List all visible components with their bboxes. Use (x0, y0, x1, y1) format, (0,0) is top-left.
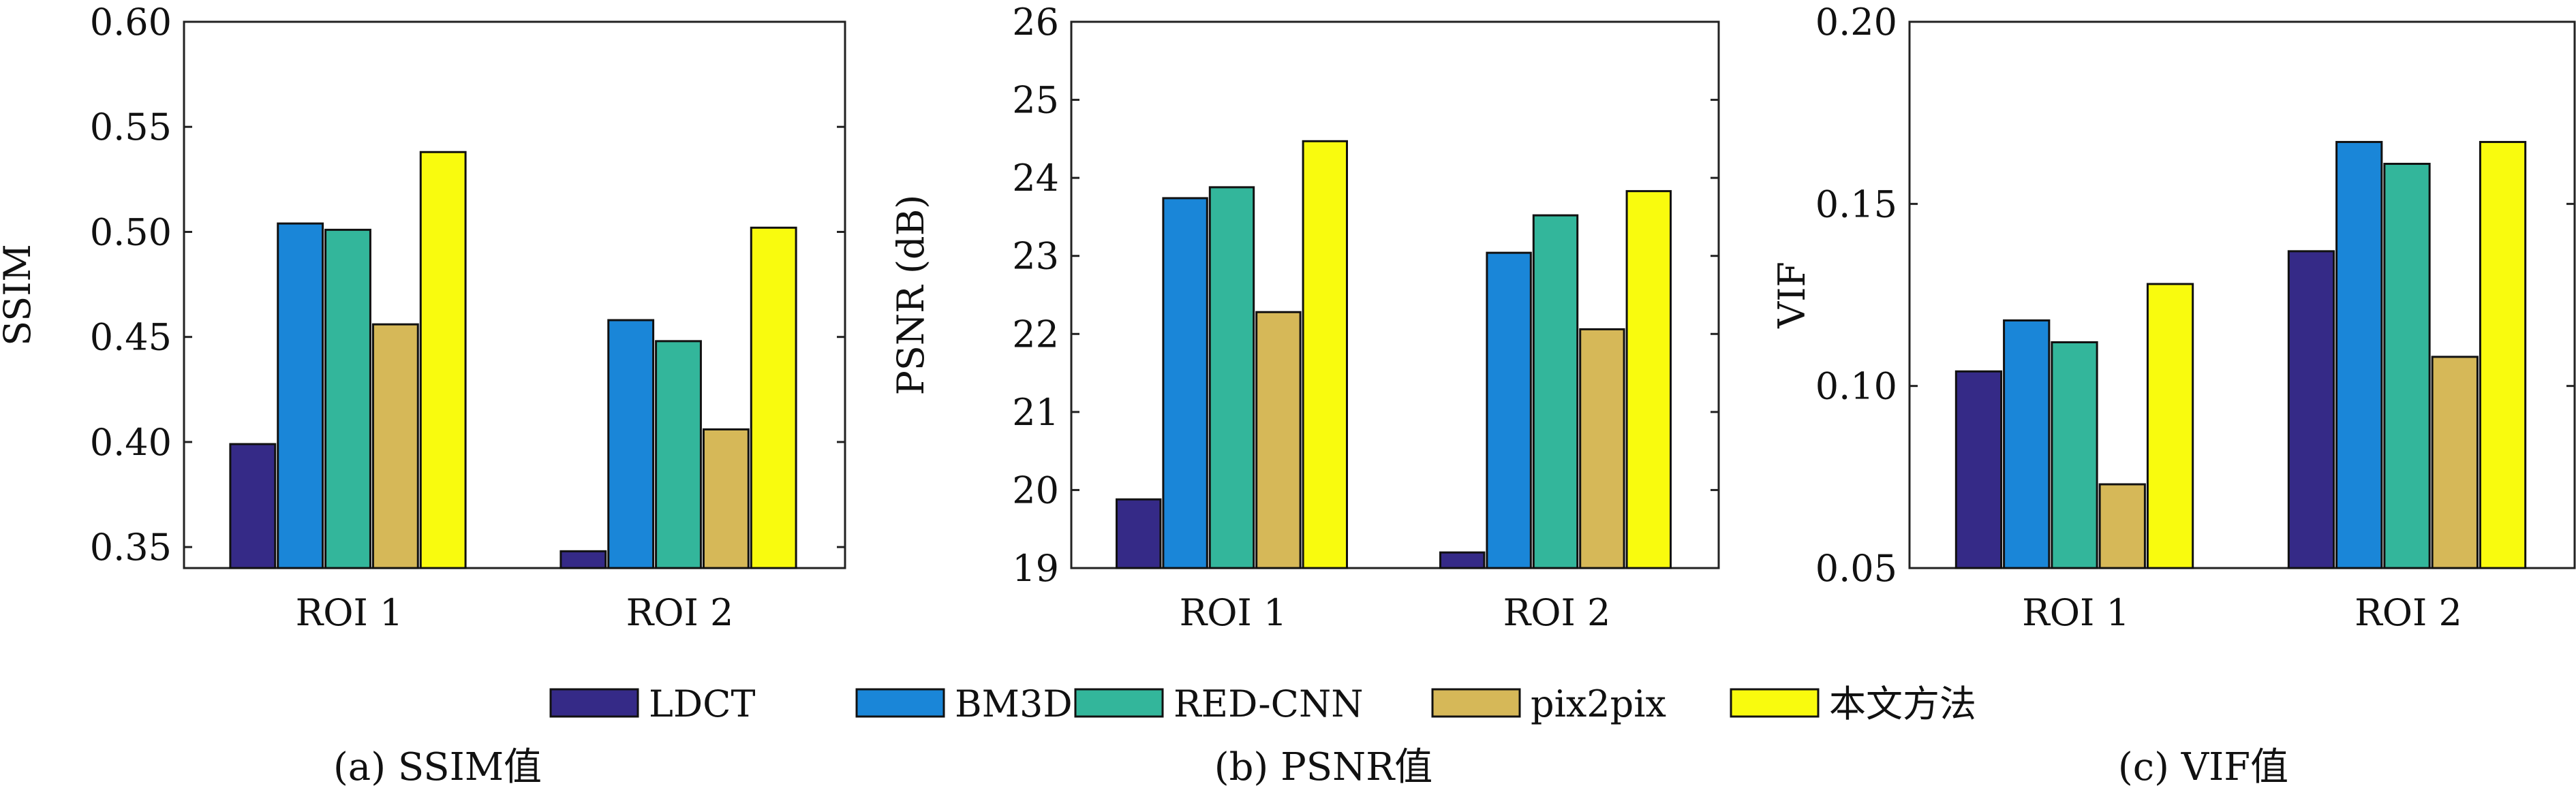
psnr-bar-本文方法 (1302, 140, 1348, 569)
ssim-ytick-label: 0.45 (90, 316, 172, 359)
vif-category-label: ROI 2 (2355, 591, 2462, 634)
ssim-category-label: ROI 1 (296, 591, 403, 634)
vif-bar-本文方法 (2479, 140, 2527, 569)
legend-swatch (855, 688, 945, 718)
ssim-plot-frame (183, 20, 846, 569)
ssim-bar-pix2pix (371, 323, 419, 569)
ssim-bar-pix2pix (702, 428, 750, 569)
legend-label: 本文方法 (1829, 682, 1976, 725)
legend: LDCT BM3D RED-CNN pix2pix 本文方法 (549, 682, 1976, 725)
legend-swatch (1074, 688, 1164, 718)
psnr-y-axis-label: PSNR (dB) (889, 195, 932, 396)
ssim-bar-BM3D (607, 319, 655, 569)
caption-ssim: (a) SSIM值 (333, 745, 542, 789)
ssim-ytick-label: 0.50 (90, 210, 172, 253)
vif-ytick-label: 0.10 (1815, 365, 1897, 408)
psnr-plot-frame (1070, 20, 1720, 569)
vif-bar-RED-CNN (2051, 341, 2098, 569)
ssim-bar-RED-CNN (655, 340, 702, 569)
legend-swatch (1431, 688, 1521, 718)
legend-label: LDCT (649, 682, 756, 725)
ssim-y-axis-label: SSIM (0, 244, 39, 346)
psnr-ytick-label: 25 (1012, 79, 1059, 122)
caption-vif: (c) VIF值 (2118, 745, 2288, 789)
vif-bar-pix2pix (2098, 483, 2146, 569)
vif-ytick-label: 0.20 (1815, 1, 1897, 44)
vif-chart: 0.05 0.10 0.15 0.20 VIF ROI 1 ROI 2 (1770, 1, 2576, 634)
ssim-bar-LDCT (559, 550, 607, 569)
ssim-bar-BM3D (277, 222, 324, 569)
legend-label: RED-CNN (1174, 682, 1363, 725)
psnr-bar-LDCT (1116, 498, 1162, 569)
vif-plot-frame (1908, 20, 2576, 569)
vif-bar-BM3D (2003, 319, 2051, 569)
psnr-ytick-label: 20 (1012, 469, 1059, 512)
vif-bar-LDCT (2287, 250, 2335, 569)
legend-label: BM3D (955, 682, 1073, 725)
psnr-bar-BM3D (1486, 251, 1532, 569)
psnr-ytick-label: 26 (1012, 1, 1059, 44)
ssim-chart: 0.35 0.40 0.45 0.50 0.55 0.60 SSIM ROI 1 ROI 2 (0, 1, 846, 634)
ssim-ytick-label: 0.35 (90, 526, 172, 569)
legend-label: pix2pix (1531, 682, 1666, 725)
vif-category-label: ROI 1 (2022, 591, 2130, 634)
psnr-bar-RED-CNN (1532, 214, 1579, 569)
psnr-ytick-label: 22 (1012, 313, 1059, 356)
psnr-bar-本文方法 (1625, 190, 1672, 569)
ssim-category-label: ROI 2 (626, 591, 734, 634)
ssim-ytick-label: 0.60 (90, 1, 172, 44)
legend-swatch (1730, 688, 1820, 718)
ssim-bar-本文方法 (419, 151, 467, 569)
psnr-ytick-label: 23 (1012, 235, 1059, 278)
legend-swatch (549, 688, 639, 718)
psnr-chart: 19 20 21 22 23 24 25 26 PSNR (dB) ROI 1 ROI 2 (889, 1, 1720, 634)
psnr-bar-LDCT (1439, 551, 1486, 569)
ssim-bar-本文方法 (750, 226, 797, 569)
psnr-bar-pix2pix (1255, 311, 1302, 569)
vif-bar-BM3D (2335, 140, 2383, 569)
vif-ytick-label: 0.15 (1815, 183, 1897, 225)
vif-ytick-label: 0.05 (1815, 547, 1897, 590)
vif-bar-本文方法 (2146, 283, 2194, 569)
vif-y-axis-label: VIF (1770, 262, 1813, 329)
psnr-ytick-label: 24 (1012, 157, 1059, 200)
psnr-ytick-label: 19 (1012, 547, 1059, 590)
vif-bar-RED-CNN (2383, 163, 2431, 569)
caption-psnr: (b) PSNR值 (1214, 745, 1433, 789)
vif-bar-pix2pix (2431, 356, 2479, 569)
psnr-ytick-label: 21 (1012, 391, 1059, 434)
psnr-bar-RED-CNN (1208, 186, 1255, 569)
psnr-category-label: ROI 2 (1503, 591, 1611, 634)
ssim-ytick-label: 0.55 (90, 106, 172, 148)
psnr-bar-pix2pix (1579, 328, 1625, 569)
psnr-category-label: ROI 1 (1180, 591, 1287, 634)
ssim-ytick-label: 0.40 (90, 421, 172, 464)
ssim-bar-LDCT (229, 443, 277, 569)
ssim-bar-RED-CNN (324, 228, 371, 569)
vif-bar-LDCT (1954, 370, 2003, 569)
psnr-bar-BM3D (1162, 197, 1208, 569)
